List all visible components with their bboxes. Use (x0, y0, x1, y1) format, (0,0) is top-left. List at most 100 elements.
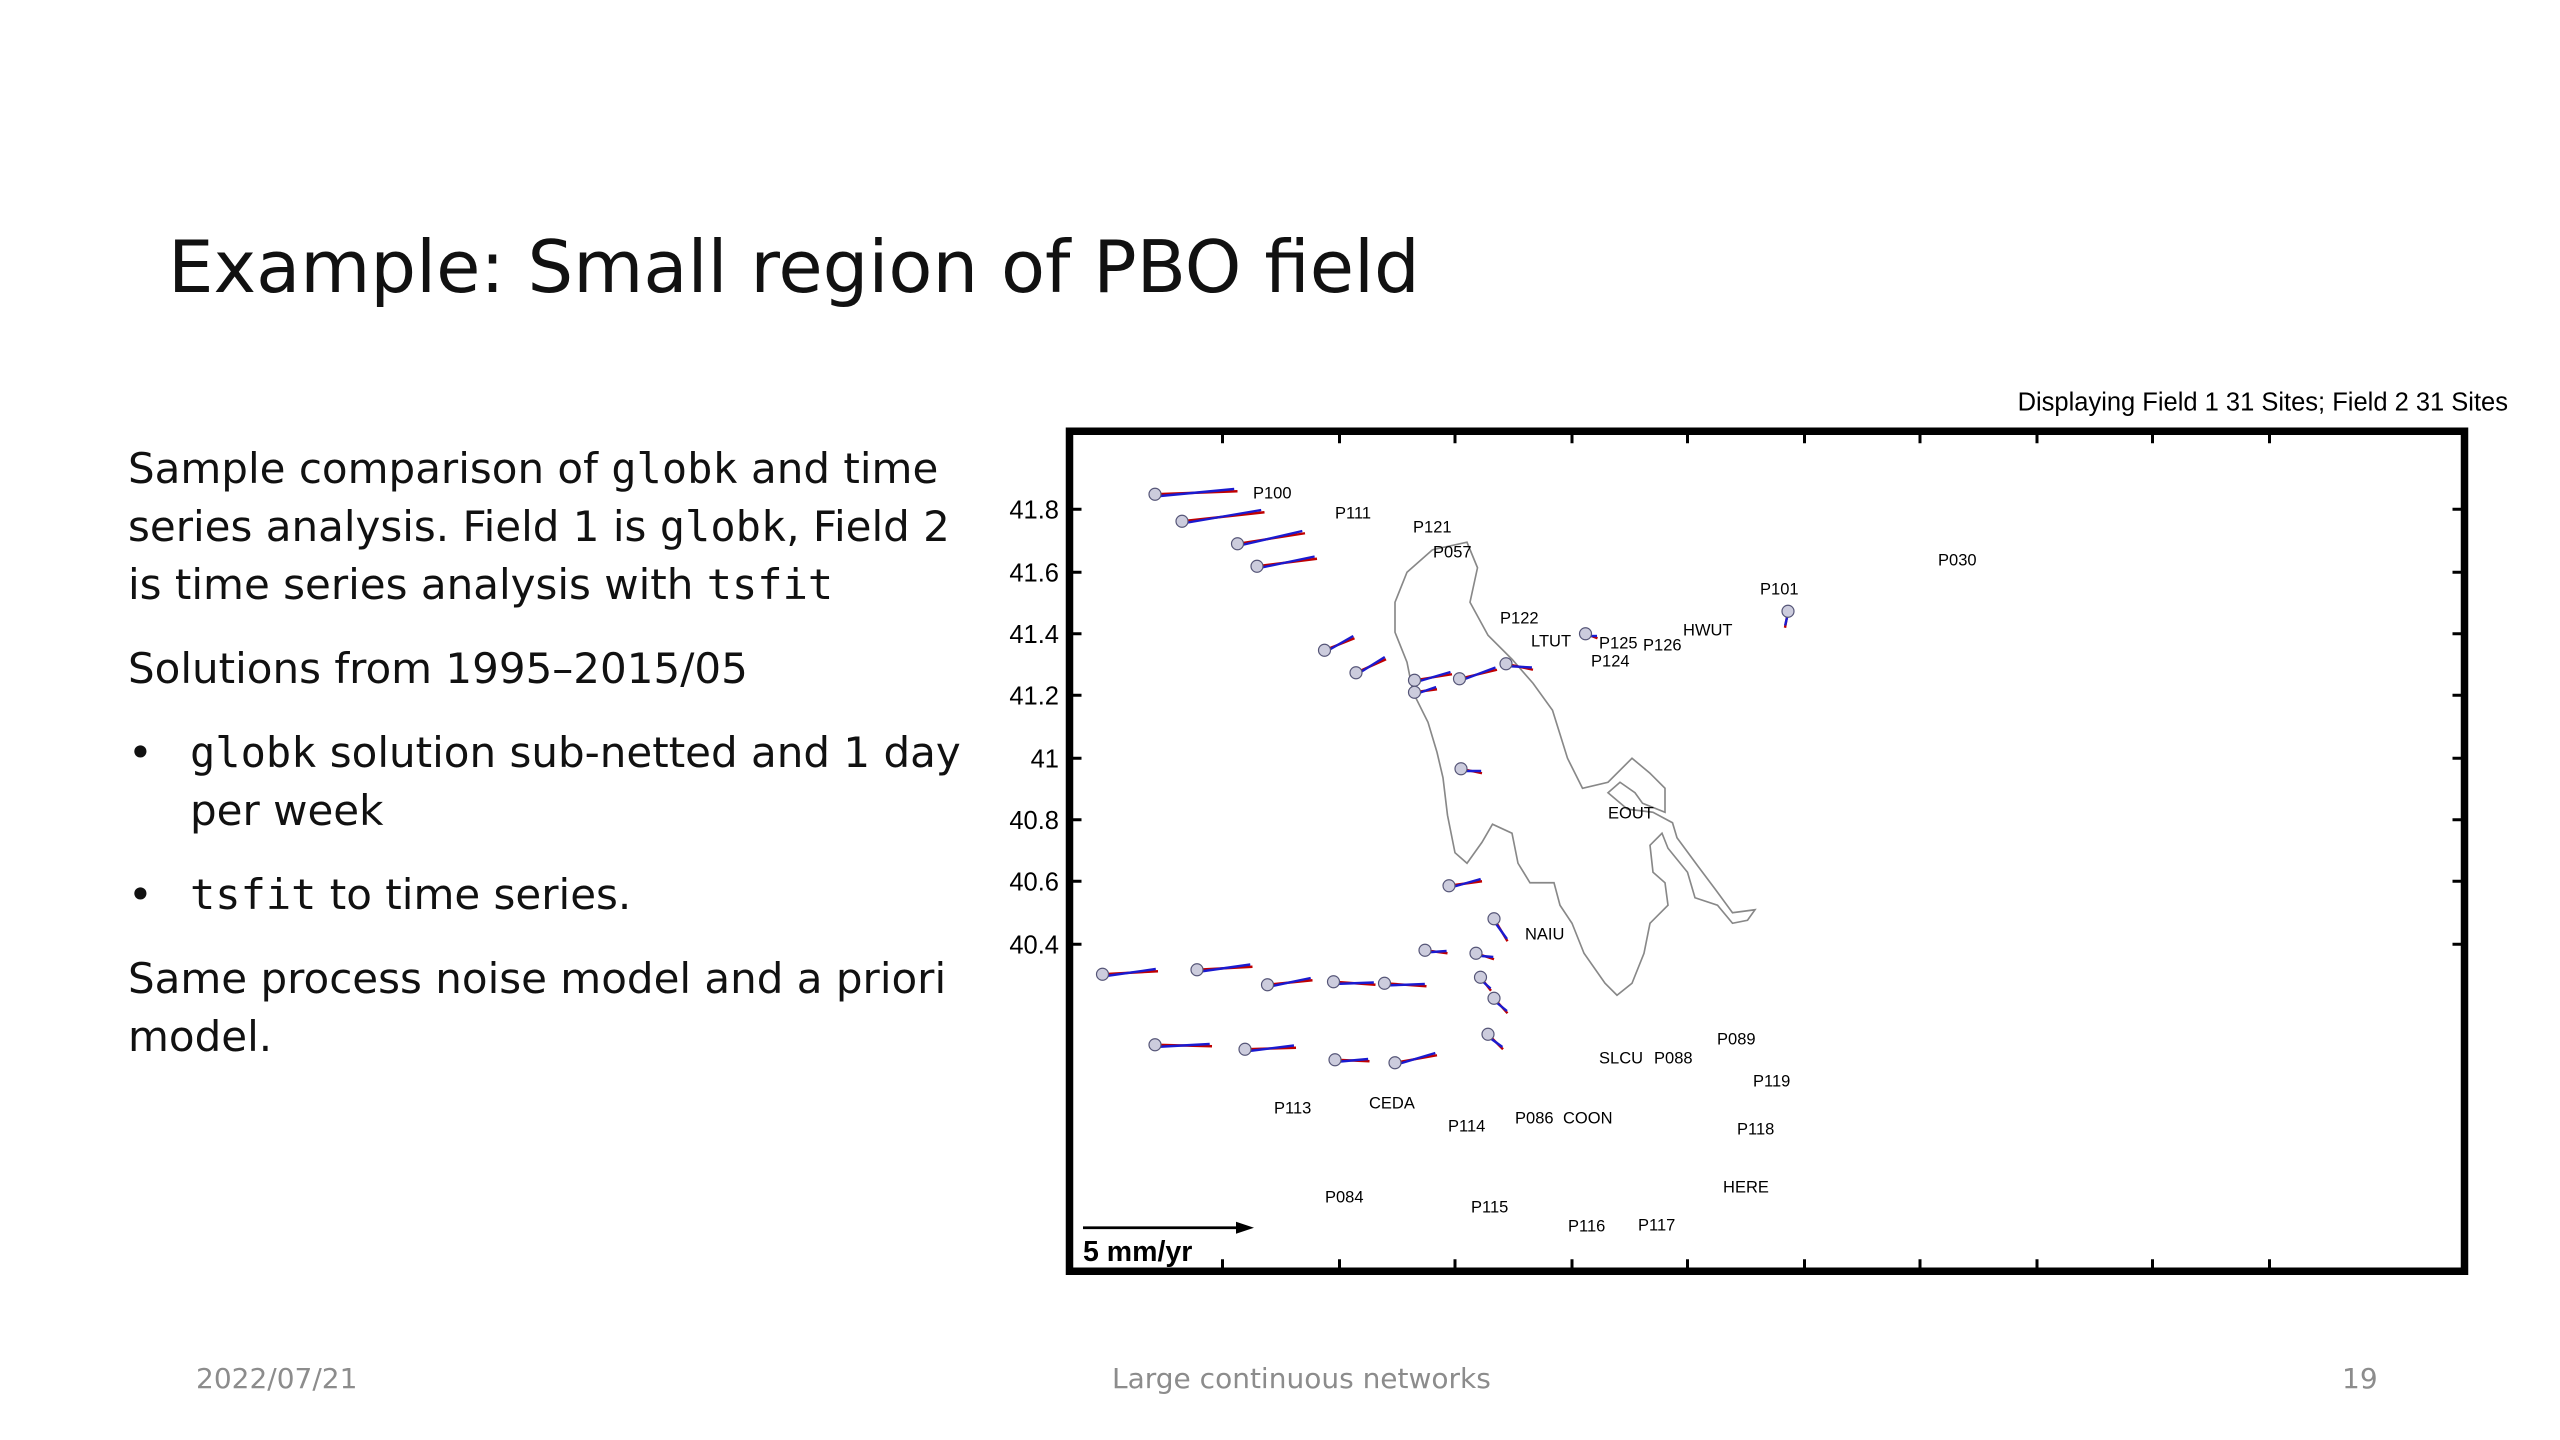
site-error-ellipse (1487, 991, 1501, 1005)
site-vector (1328, 1053, 1370, 1067)
site-label: P124 (1591, 652, 1630, 670)
bullet-item: globk solution sub-netted and 1 day per … (128, 724, 988, 840)
latitude-tick-label: 41.2 (1009, 682, 1059, 710)
site-label: P100 (1253, 484, 1292, 502)
field2-vector (1237, 529, 1303, 548)
site-vector (1487, 991, 1509, 1015)
latitude-tick-label: 40.4 (1009, 931, 1059, 959)
site-label: CEDA (1369, 1094, 1415, 1112)
figure-header: Displaying Field 1 31 Sites; Field 2 31 … (2018, 388, 2508, 416)
site-error-ellipse (1148, 1038, 1162, 1052)
field2-vector (1267, 976, 1311, 989)
code-globk: globk (611, 444, 738, 493)
site-vector (1418, 943, 1448, 957)
site-error-ellipse (1487, 912, 1501, 926)
site-label: HWUT (1683, 621, 1732, 639)
footer-center: Large continuous networks (1112, 1362, 1491, 1395)
field2-vector (1384, 982, 1425, 987)
site-vector (1578, 627, 1598, 641)
site-error-ellipse (1238, 1042, 1252, 1056)
field2-vector (1181, 508, 1262, 525)
field2-vector (1333, 981, 1374, 986)
site-label: HERE (1723, 1178, 1769, 1196)
paragraph-noise-model: Same process noise model and a priori mo… (128, 954, 947, 1061)
site-label: P116 (1568, 1217, 1605, 1235)
text-span: to time series. (316, 870, 632, 919)
lake-outline (1394, 541, 1757, 997)
site-vector (1781, 604, 1795, 628)
scale-bar: 5 mm/yr (1083, 1221, 1254, 1268)
latitude-tick-label: 41.4 (1009, 621, 1059, 649)
site-vector (1238, 1042, 1297, 1056)
scale-bar-arrowhead (1236, 1221, 1254, 1234)
site-label: P114 (1448, 1117, 1485, 1135)
site-label: P119 (1753, 1072, 1790, 1090)
site-label: COON (1563, 1109, 1613, 1127)
site-error-ellipse (1317, 643, 1332, 657)
site-error-ellipse (1326, 975, 1341, 989)
site-label: P089 (1717, 1030, 1756, 1048)
site-label: P057 (1433, 543, 1472, 561)
site-error-ellipse (1578, 627, 1593, 641)
site-error-ellipse (1148, 487, 1162, 501)
text-span: and time series analysis. Field 1 is (128, 444, 939, 551)
site-error-ellipse (1377, 976, 1392, 990)
velocity-vectors (1095, 487, 1795, 1070)
site-vector (1407, 685, 1438, 699)
code-tsfit: tsfit (706, 560, 834, 609)
site-error-ellipse (1407, 673, 1422, 687)
code-globk: globk (190, 728, 317, 777)
site-error-ellipse (1473, 970, 1488, 984)
paragraph-solutions: Solutions from 1995–2015/05 (128, 644, 748, 693)
site-label: P088 (1654, 1049, 1693, 1067)
latitude-tick-label: 41.6 (1009, 559, 1059, 587)
field2-vector (1394, 1051, 1436, 1067)
site-label: NAIU (1525, 925, 1564, 943)
site-vector (1388, 1051, 1438, 1070)
footer-page-number: 19 (2342, 1362, 2378, 1395)
site-vector (1377, 976, 1427, 990)
axis-ticks (1069, 431, 2465, 1272)
site-error-ellipse (1454, 762, 1468, 776)
site-vector (1452, 666, 1498, 686)
site-vector (1326, 975, 1376, 989)
latitude-tick-label: 41.8 (1009, 496, 1059, 524)
site-vector (1442, 877, 1483, 893)
site-label: P084 (1325, 1188, 1364, 1206)
site-vector (1499, 657, 1534, 671)
site-label: P111 (1335, 504, 1371, 522)
field2-vector (1154, 487, 1235, 498)
site-error-ellipse (1388, 1056, 1402, 1070)
site-error-ellipse (1442, 879, 1456, 893)
code-globk: globk (659, 502, 787, 551)
code-tsfit: tsfit (190, 870, 317, 919)
bullet-list: globk solution sub-netted and 1 day per … (128, 724, 988, 924)
latitude-tick-label: 40.6 (1009, 868, 1059, 896)
site-vector (1317, 634, 1355, 657)
site-vector (1250, 555, 1318, 573)
figure-background (960, 365, 2520, 1285)
site-error-ellipse (1190, 963, 1204, 977)
site-vector (1473, 970, 1492, 992)
site-label: P118 (1737, 1120, 1774, 1138)
field2-vector (1196, 963, 1251, 974)
latitude-tick-label: 40.8 (1009, 807, 1059, 835)
site-vector (1487, 912, 1509, 942)
site-label: P086 (1515, 1109, 1554, 1127)
velocity-field-map: Displaying Field 1 31 Sites; Field 2 31 … (960, 365, 2520, 1285)
footer-date: 2022/07/21 (196, 1362, 358, 1395)
site-error-ellipse (1328, 1053, 1342, 1067)
site-label: P030 (1938, 551, 1977, 569)
site-label: P121 (1413, 518, 1452, 536)
latitude-tick-labels: 41.8 41.6 41.4 41.2 41 40.8 40.6 40.4 (1009, 496, 1059, 959)
site-vector (1190, 963, 1253, 977)
site-label: EOUT (1608, 804, 1654, 822)
bullet-item: tsfit to time series. (128, 866, 988, 924)
site-vector (1349, 655, 1387, 680)
field2-vector (1102, 967, 1156, 978)
latitude-tick-label: 41 (1031, 745, 1059, 773)
site-label: P113 (1274, 1099, 1311, 1117)
site-vector (1469, 946, 1495, 961)
site-error-ellipse (1481, 1027, 1495, 1041)
text-span: Sample comparison of (128, 444, 612, 493)
